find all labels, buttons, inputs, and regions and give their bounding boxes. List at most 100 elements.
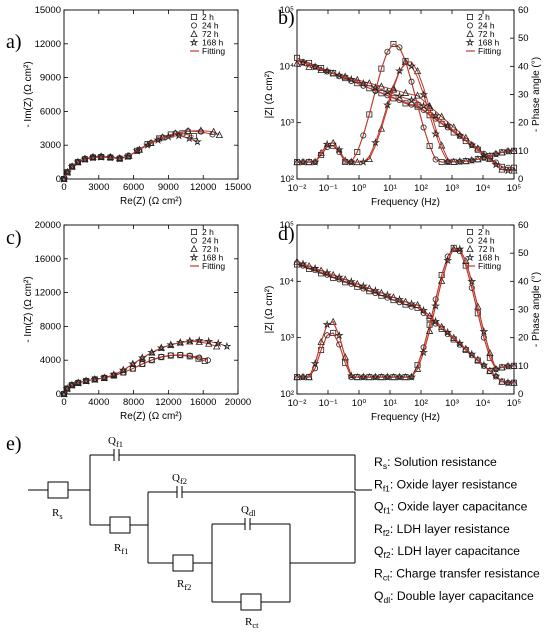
data-point-phase xyxy=(426,142,433,149)
y-tick-label: 16000 xyxy=(35,254,61,265)
data-point-phase xyxy=(346,157,356,166)
data-point-modulus xyxy=(443,327,453,337)
data-point xyxy=(123,151,133,161)
data-point-phase xyxy=(298,372,308,381)
y-tick-label: 12000 xyxy=(35,288,61,299)
data-point xyxy=(215,130,224,139)
legend-label: Fitting xyxy=(478,261,501,271)
data-point xyxy=(137,353,147,362)
y-tick-label: 10⁵ xyxy=(279,220,294,231)
x-tick-label: 9000 xyxy=(158,182,179,193)
y2-tick-label: 60 xyxy=(518,5,529,16)
data-point-modulus xyxy=(438,112,446,120)
data-point-phase xyxy=(389,84,398,92)
legend-label: 72 h xyxy=(478,29,495,39)
data-point-phase xyxy=(480,334,487,341)
y-tick-label: 10⁴ xyxy=(279,276,294,287)
data-point-phase xyxy=(324,332,331,339)
legend-label: 24 h xyxy=(202,21,219,31)
data-point-phase xyxy=(503,146,513,156)
data-point xyxy=(96,152,106,161)
data-point-phase xyxy=(408,78,415,85)
data-point-phase xyxy=(420,124,427,131)
data-point-phase xyxy=(491,364,501,373)
legend-marker xyxy=(466,22,473,29)
legend-label: 24 h xyxy=(478,236,495,246)
plot-frame xyxy=(63,224,239,395)
x-tick-label: 10¹ xyxy=(383,183,397,194)
x-axis-label: Frequency (Hz) xyxy=(371,197,440,208)
label-qdl: Qdl xyxy=(241,504,256,518)
data-point-phase xyxy=(431,129,440,138)
data-point-modulus xyxy=(346,276,356,286)
panel-label-a: a) xyxy=(6,31,22,53)
x-axis-label: Re(Z) (Ω cm²) xyxy=(120,196,182,207)
data-point-modulus xyxy=(456,341,463,348)
label-rf1: Rf1 xyxy=(114,542,128,556)
data-point-phase xyxy=(443,157,453,166)
data-point-modulus xyxy=(479,150,489,159)
data-point xyxy=(99,373,109,382)
y-tick-label: 10³ xyxy=(280,333,294,344)
data-point-modulus xyxy=(474,355,482,363)
data-point-phase xyxy=(396,44,403,51)
chart-a: 0 3000 6000 9000 12000 15000 0 3000 6000 9000 1200… xyxy=(23,5,251,207)
data-point-modulus xyxy=(324,271,331,278)
data-point-modulus xyxy=(358,78,368,88)
legend-marker xyxy=(466,13,473,20)
y2-axis-label: - Phase angle (°) xyxy=(531,57,542,132)
data-point-modulus xyxy=(298,58,308,67)
data-point xyxy=(166,340,176,349)
y-tick-label: 0 xyxy=(56,174,61,185)
data-point-phase xyxy=(371,138,380,147)
x-tick-label: 10⁴ xyxy=(476,183,491,194)
fit-line xyxy=(63,340,228,395)
data-point-modulus xyxy=(310,263,320,273)
data-point xyxy=(196,354,203,361)
y2-tick-label: 0 xyxy=(518,174,523,185)
data-point-phase xyxy=(365,154,373,163)
resistor-rs xyxy=(47,481,69,499)
legend-marker xyxy=(189,37,199,47)
data-point-modulus xyxy=(438,322,446,330)
data-point xyxy=(194,335,204,345)
data-point-phase xyxy=(462,256,470,264)
data-point-modulus xyxy=(425,311,434,319)
data-point-modulus xyxy=(395,91,404,100)
data-point-phase xyxy=(330,329,337,336)
resistor-rct xyxy=(240,593,262,611)
x-tick-label: 12000 xyxy=(155,397,181,408)
data-point-phase xyxy=(390,41,397,48)
data-point-phase xyxy=(443,255,453,265)
data-point xyxy=(158,133,167,141)
data-point-phase xyxy=(366,111,373,118)
data-point-phase xyxy=(395,372,404,381)
data-point xyxy=(90,374,100,384)
legend-marker xyxy=(189,252,199,262)
data-point-phase xyxy=(384,48,391,55)
y-tick-label: 0 xyxy=(56,389,61,400)
data-point-phase xyxy=(413,364,422,372)
y-axis-label: - Im(Z) (Ω cm²) xyxy=(23,61,34,127)
data-point-modulus xyxy=(293,59,301,67)
fit-line xyxy=(63,340,217,395)
data-point-modulus xyxy=(382,87,392,96)
data-point-phase xyxy=(407,372,416,381)
data-point xyxy=(177,351,184,358)
data-point-modulus xyxy=(467,349,477,359)
y-tick-label: 10³ xyxy=(280,118,294,129)
data-point-modulus xyxy=(498,377,506,385)
data-point xyxy=(80,154,90,163)
data-point-modulus xyxy=(503,378,513,387)
data-point-phase xyxy=(395,66,404,75)
data-point-phase xyxy=(486,354,493,361)
fit-line-modulus xyxy=(296,60,514,172)
circuit-description: Qf1: Oxide layer capacitance xyxy=(374,500,528,516)
data-point xyxy=(118,365,128,374)
label-rct: Rct xyxy=(245,616,259,630)
data-point xyxy=(153,135,163,144)
data-point-phase xyxy=(455,244,465,253)
data-point xyxy=(147,347,157,357)
legend-marker xyxy=(466,29,474,37)
data-point xyxy=(67,162,77,171)
